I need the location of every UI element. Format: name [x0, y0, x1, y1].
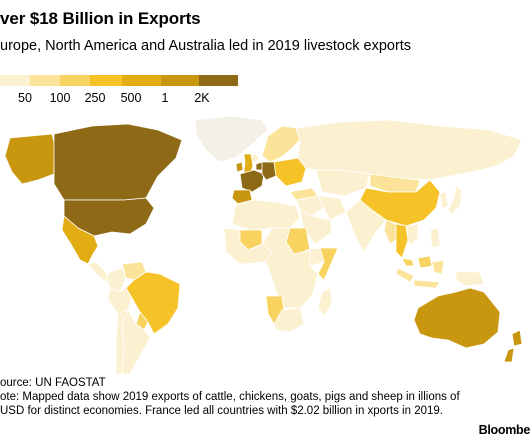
region-somalia	[317, 247, 339, 281]
legend: 50 100 250 500 1 2K	[0, 75, 240, 105]
legend-swatch-3	[90, 75, 122, 86]
region-central-africa	[261, 227, 319, 309]
source-note: ource: UN FAOSTAT	[0, 377, 106, 389]
region-indonesia	[395, 259, 445, 289]
footnote: ote: Mapped data show 2019 exports of ca…	[0, 391, 460, 417]
legend-label-500: 500	[120, 91, 142, 105]
region-madagascar	[317, 287, 333, 317]
region-alaska	[4, 133, 56, 185]
legend-swatch-5	[161, 75, 199, 86]
region-scandinavia	[261, 125, 301, 163]
region-vietnam	[405, 223, 419, 247]
region-malaysia	[401, 255, 433, 269]
region-north-africa	[231, 199, 301, 231]
legend-swatch-1	[30, 75, 60, 86]
legend-label-100: 100	[49, 91, 71, 105]
legend-label-1: 1	[161, 91, 169, 105]
region-kazakhstan	[315, 169, 371, 197]
region-korea	[439, 191, 449, 209]
region-iran	[317, 195, 347, 221]
region-chile	[115, 309, 129, 374]
legend-swatch-4	[122, 75, 161, 86]
region-australia	[413, 287, 501, 349]
chart-title: ver $18 Billion in Exports	[0, 9, 201, 28]
region-canada	[53, 123, 183, 201]
region-colombia	[105, 267, 127, 293]
world-map	[4, 115, 523, 374]
chart-subtitle: urope, North America and Australia led i…	[0, 38, 412, 54]
legend-label-2k: 2K	[194, 91, 210, 105]
region-germany	[261, 161, 277, 181]
legend-swatch-2	[60, 75, 90, 86]
region-greenland	[194, 115, 269, 163]
legend-label-50: 50	[18, 91, 32, 105]
region-peru	[107, 287, 133, 315]
bloomberg-logo: Bloombe	[478, 423, 530, 437]
legend-label-250: 250	[84, 91, 106, 105]
region-middle-east	[295, 195, 325, 217]
region-ireland	[235, 161, 244, 173]
region-france	[239, 169, 265, 193]
region-south-africa	[273, 307, 305, 333]
region-japan	[447, 185, 463, 215]
legend-swatch-0	[0, 75, 30, 86]
region-mexico	[61, 215, 99, 265]
region-new-zealand	[503, 329, 523, 363]
region-russia	[295, 119, 523, 181]
region-papua-new-guinea	[455, 271, 485, 287]
region-myanmar	[383, 219, 397, 245]
region-philippines	[429, 227, 441, 249]
region-india	[345, 199, 387, 253]
legend-swatch-6	[199, 75, 238, 86]
